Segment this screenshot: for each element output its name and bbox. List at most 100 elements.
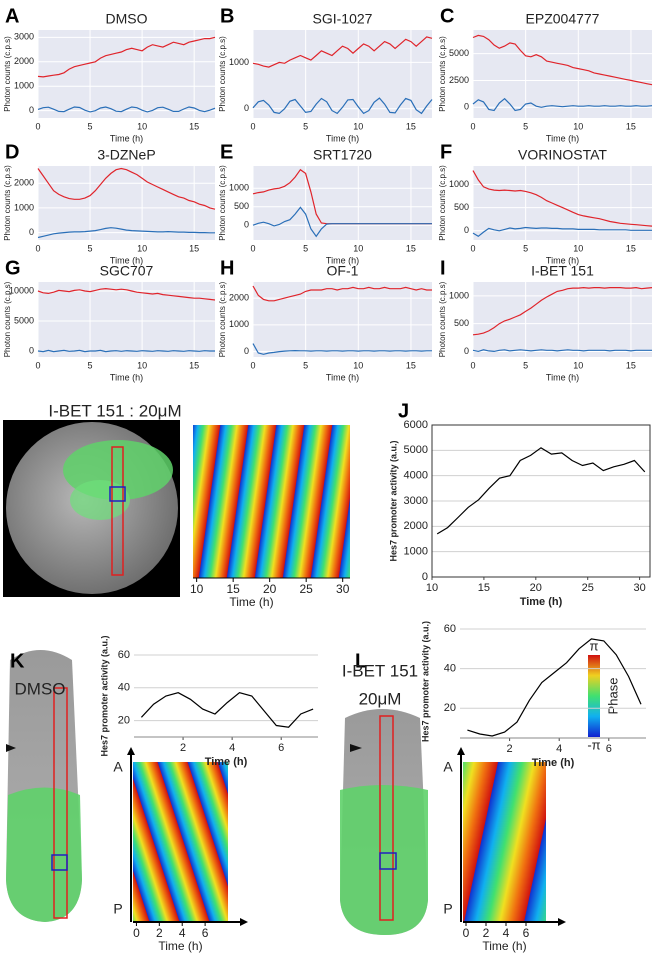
colorbar-max: π	[590, 638, 599, 653]
chart-title: EPZ004777	[526, 11, 600, 27]
x-tick-label: 0	[250, 121, 255, 131]
image-caption: DMSO	[15, 679, 66, 698]
plot-background	[473, 166, 652, 240]
series-line	[472, 170, 653, 227]
x-tick-label: 10	[353, 360, 363, 370]
plot-background	[38, 166, 215, 240]
x-tick-label: 10	[137, 360, 147, 370]
colorbar-title: Phase	[605, 678, 620, 715]
x-tick-label: 25	[582, 582, 594, 594]
y-tick-label: 1000	[14, 81, 34, 91]
x-tick-label: 15	[189, 121, 199, 131]
x-tick-label: 2	[180, 742, 186, 754]
y-tick-label: 3000	[14, 32, 34, 42]
y-tick-label: 5000	[404, 444, 428, 456]
panel-letter: L	[355, 650, 367, 672]
x-tick-label: 15	[406, 243, 416, 253]
x-tick-label: 0	[470, 243, 475, 253]
y-axis-label: Photon counts (c.p.s)	[3, 36, 12, 112]
x-tick-label: 0	[35, 121, 40, 131]
y-axis-label: Photon counts (c.p.s)	[438, 36, 447, 112]
x-tick-label: 20	[530, 582, 542, 594]
x-axis-label: Time (h)	[205, 756, 248, 768]
panel-letter: D	[5, 141, 19, 163]
series-line	[252, 206, 432, 238]
y-tick-label: 60	[444, 623, 456, 635]
x-tick-label: 5	[88, 360, 93, 370]
y-tick-label: 0	[464, 102, 469, 112]
x-tick-label: 15	[406, 360, 416, 370]
y-tick-label: 40	[444, 663, 456, 675]
y-tick-label: 500	[454, 318, 469, 328]
y-tick-label: 1000	[449, 179, 469, 189]
y-tick-label: 0	[464, 225, 469, 235]
x-tick-label: 4	[229, 742, 235, 754]
series-line	[37, 287, 216, 301]
axis-arrow	[457, 747, 465, 755]
y-tick-label: 5000	[14, 315, 34, 325]
panel-letter: C	[440, 5, 454, 27]
x-tick-label: 10	[137, 243, 147, 253]
x-tick-label: 4	[503, 926, 510, 940]
y-tick-label: 2000	[404, 520, 428, 532]
x-tick-label: 10	[426, 582, 438, 594]
image-caption: I-BET 151	[342, 661, 418, 680]
chart-title: VORINOSTAT	[518, 147, 607, 163]
y-tick-label: 5000	[449, 48, 469, 58]
chart-title: SRT1720	[313, 147, 372, 163]
series-line	[37, 106, 216, 113]
y-end-label: A	[113, 759, 123, 775]
kymograph-image	[133, 762, 228, 922]
y-end-label: P	[113, 901, 122, 917]
kymograph-image	[193, 425, 350, 578]
series-line	[472, 34, 653, 86]
y-axis-label: Photon counts (c.p.s)	[438, 165, 447, 241]
x-tick-label: 15	[478, 582, 490, 594]
x-tick-label: 10	[573, 243, 583, 253]
y-tick-label: 2000	[229, 292, 249, 302]
panel-letter: H	[220, 257, 234, 279]
series-line	[436, 447, 646, 535]
series-line	[472, 226, 652, 238]
x-axis-label: Time (h)	[326, 372, 359, 382]
x-axis-label: Time (h)	[326, 255, 359, 265]
series-line	[140, 692, 314, 728]
y-end-label: A	[443, 759, 453, 775]
colorbar-min: -π	[587, 737, 600, 752]
x-tick-label: 6	[606, 743, 612, 755]
y-axis-label: Hes7 promoter activity (a.u.)	[388, 440, 398, 561]
plot-frame	[431, 424, 651, 578]
series-line	[252, 343, 432, 355]
plot-background	[253, 30, 432, 118]
y-tick-label: 2500	[449, 75, 469, 85]
y-tick-label: 1000	[229, 319, 249, 329]
series-line	[472, 97, 653, 112]
series-line	[467, 638, 642, 737]
plot-background	[253, 166, 432, 240]
x-tick-label: 30	[633, 582, 645, 594]
x-tick-label: 30	[336, 582, 350, 596]
x-axis-label: Time (h)	[546, 133, 579, 143]
y-tick-label: 2000	[14, 178, 34, 188]
x-tick-label: 10	[137, 121, 147, 131]
y-tick-label: 6000	[404, 419, 428, 431]
x-tick-label: 4	[179, 926, 186, 940]
image-caption: I-BET 151 : 20μM	[48, 401, 181, 420]
y-tick-label: 0	[29, 105, 34, 115]
x-tick-label: 10	[190, 582, 204, 596]
x-tick-label: 4	[556, 743, 562, 755]
x-tick-label: 10	[573, 360, 583, 370]
y-axis-label: Photon counts (c.p.s)	[3, 165, 12, 241]
x-tick-label: 5	[88, 243, 93, 253]
embryo-image	[340, 709, 428, 935]
x-tick-label: 15	[226, 582, 240, 596]
x-tick-label: 2	[483, 926, 490, 940]
chart-title: SGI-1027	[313, 11, 373, 27]
y-tick-label: 500	[234, 201, 249, 211]
panel-letter: J	[398, 400, 409, 422]
kymograph-image	[463, 762, 546, 922]
series-line	[252, 97, 433, 115]
x-axis-label: Time (h)	[546, 255, 579, 265]
y-axis-label: Photon counts (c.p.s)	[218, 36, 227, 112]
